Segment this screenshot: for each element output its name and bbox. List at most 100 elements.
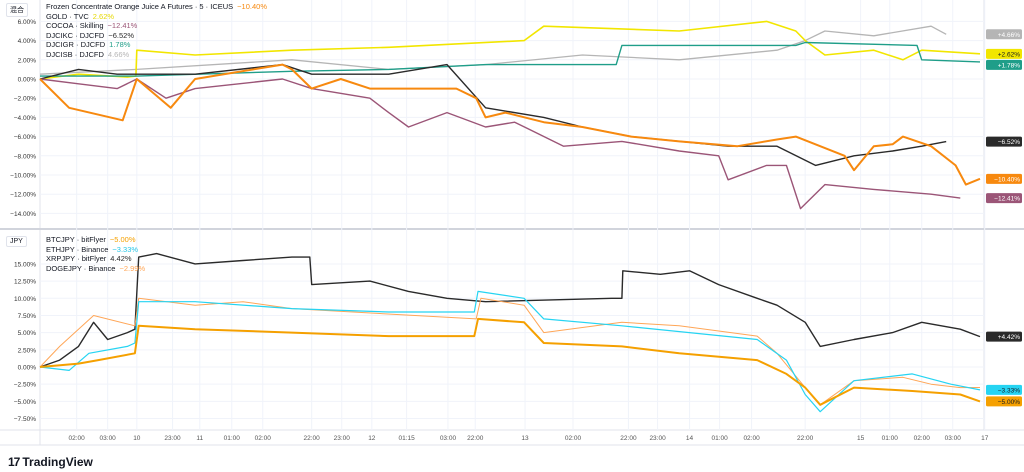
legend-value: −3.33%	[112, 244, 139, 254]
price-tick-label: 6.00%	[18, 19, 37, 26]
series-line-djcikc[interactable]	[39, 63, 947, 167]
time-tick-label: 23:00	[649, 435, 666, 442]
series-line-djcigr[interactable]	[40, 41, 981, 77]
series-line-djcisb[interactable]	[39, 25, 947, 75]
price-badge-label: −3.33%	[998, 387, 1020, 394]
legend-label: DJCISB · DJCFD	[46, 49, 104, 59]
price-tick-label: −14.00%	[10, 211, 36, 218]
time-tick-label: 17	[981, 435, 989, 442]
price-badge-label: −12.41%	[994, 196, 1020, 203]
time-tick-label: 14	[686, 435, 694, 442]
price-tick-label: 0.00%	[18, 365, 37, 372]
time-tick-label: 10	[133, 435, 141, 442]
legend-item[interactable]: GOLD · TVC 2.62%	[46, 12, 267, 22]
price-tick-label: 4.00%	[18, 38, 37, 45]
series-line-dogejpy[interactable]	[39, 297, 981, 406]
price-tick-label: −10.00%	[10, 173, 36, 180]
legend-label: DJCIKC · DJCFD	[46, 30, 105, 40]
time-tick-label: 23:00	[334, 435, 351, 442]
series-line-orange-juice[interactable]	[39, 63, 981, 186]
price-badge-label: −6.52%	[998, 139, 1020, 146]
tradingview-logo[interactable]: 17 TradingView	[8, 455, 93, 469]
price-badge	[986, 29, 1022, 40]
legend-top: Frozen Concentrate Orange Juice A Future…	[46, 2, 267, 59]
legend-item[interactable]: DJCIKC · DJCFD −6.52%	[46, 31, 267, 41]
legend-value: −2.99%	[119, 263, 146, 273]
legend-item[interactable]: DOGEJPY · Binance −2.99%	[46, 264, 145, 274]
price-tick-label: −4.00%	[14, 115, 36, 122]
price-tick-label: 12.50%	[14, 279, 36, 286]
price-badge-label: +4.66%	[998, 32, 1020, 39]
pane-tag-mixed[interactable]: 混合	[6, 3, 28, 17]
time-tick-label: 13	[521, 435, 529, 442]
time-tick-label: 01:15	[398, 435, 415, 442]
legend-label: ETHJPY · Binance	[46, 244, 109, 254]
price-badge	[986, 384, 1022, 395]
price-tick-label: −2.00%	[14, 96, 36, 103]
pane-tag-jpy[interactable]: JPY	[6, 236, 27, 247]
price-badge-label: −5.00%	[998, 399, 1020, 406]
price-tick-label: 2.50%	[18, 347, 37, 354]
price-tick-label: −7.50%	[14, 416, 36, 423]
price-tick-label: −6.00%	[14, 134, 36, 141]
price-badge-label: +2.62%	[998, 51, 1020, 58]
legend-label: Frozen Concentrate Orange Juice A Future…	[46, 2, 234, 11]
time-tick-label: 22:00	[304, 435, 321, 442]
series-line-ethjpy[interactable]	[39, 290, 981, 413]
tradingview-logo-text: TradingView	[22, 455, 93, 469]
legend-item[interactable]: XRPJPY · bitFlyer 4.42%	[46, 254, 145, 264]
legend-bottom: BTCJPY · bitFlyer −5.00% ETHJPY · Binance −…	[46, 235, 145, 273]
tradingview-logo-icon: 17	[8, 455, 20, 469]
time-tick-label: 22:00	[467, 435, 484, 442]
time-tick-label: 12	[368, 435, 376, 442]
legend-label: COCOA · Skilling	[46, 21, 104, 30]
price-badge-label: −10.40%	[994, 176, 1020, 183]
price-badge	[986, 396, 1022, 407]
time-tick-label: 03:00	[945, 435, 962, 442]
price-badge-label: +1.78%	[998, 62, 1020, 69]
price-tick-label: 0.00%	[18, 77, 37, 84]
series-line-xrpjpy[interactable]	[39, 252, 981, 368]
legend-value: 4.66%	[107, 49, 130, 59]
price-tick-label: 10.00%	[14, 296, 36, 303]
legend-label: GOLD · TVC	[46, 11, 89, 21]
price-badge	[986, 193, 1022, 204]
legend-item[interactable]: DJCIGR · DJCFD 1.78%	[46, 40, 267, 50]
legend-item[interactable]: BTCJPY · bitFlyer −5.00%	[46, 235, 145, 245]
time-tick-label: 01:00	[711, 435, 728, 442]
series-line-btcjpy[interactable]	[39, 317, 981, 406]
legend-value: −12.41%	[107, 21, 138, 30]
price-tick-label: 2.00%	[18, 57, 37, 64]
legend-item[interactable]: DJCISB · DJCFD 4.66%	[46, 50, 267, 60]
price-badge	[986, 173, 1022, 184]
legend-item[interactable]: ETHJPY · Binance −3.33%	[46, 245, 145, 255]
price-tick-label: 5.00%	[18, 330, 37, 337]
price-badge	[986, 331, 1022, 342]
price-badge-label: +4.42%	[998, 334, 1020, 341]
chart-canvas[interactable]: 02:00 03:00 10 23:00 11 01:00 02:00 22:00 23:00 1…	[0, 0, 1024, 450]
legend-item[interactable]: COCOA · Skilling −12.41%	[46, 21, 267, 31]
time-tick-label: 01:00	[224, 435, 241, 442]
time-tick-label: 02:00	[255, 435, 272, 442]
legend-label: DOGEJPY · Binance	[46, 263, 116, 273]
time-tick-label: 02:00	[743, 435, 760, 442]
price-badge	[986, 48, 1022, 59]
price-tick-label: 15.00%	[14, 261, 36, 268]
legend-value: −10.40%	[237, 2, 267, 11]
legend-label: DJCIGR · DJCFD	[46, 40, 106, 49]
time-tick-label: 11	[196, 435, 203, 442]
legend-value: 1.78%	[109, 40, 131, 49]
series-line-cocoa[interactable]	[39, 78, 961, 210]
time-tick-label: 02:00	[914, 435, 931, 442]
price-tick-label: −5.00%	[14, 399, 36, 406]
price-tick-label: 7.50%	[18, 313, 37, 320]
legend-value: −5.00%	[109, 235, 136, 244]
price-tick-label: −8.00%	[14, 153, 36, 160]
price-badge	[986, 136, 1022, 147]
legend-item[interactable]: Frozen Concentrate Orange Juice A Future…	[46, 2, 267, 12]
legend-value: 2.62%	[92, 11, 115, 21]
legend-value: −6.52%	[108, 30, 134, 40]
price-tick-label: −2.50%	[14, 382, 36, 389]
time-tick-label: 03:00	[100, 435, 117, 442]
time-tick-label: 22:00	[620, 435, 637, 442]
